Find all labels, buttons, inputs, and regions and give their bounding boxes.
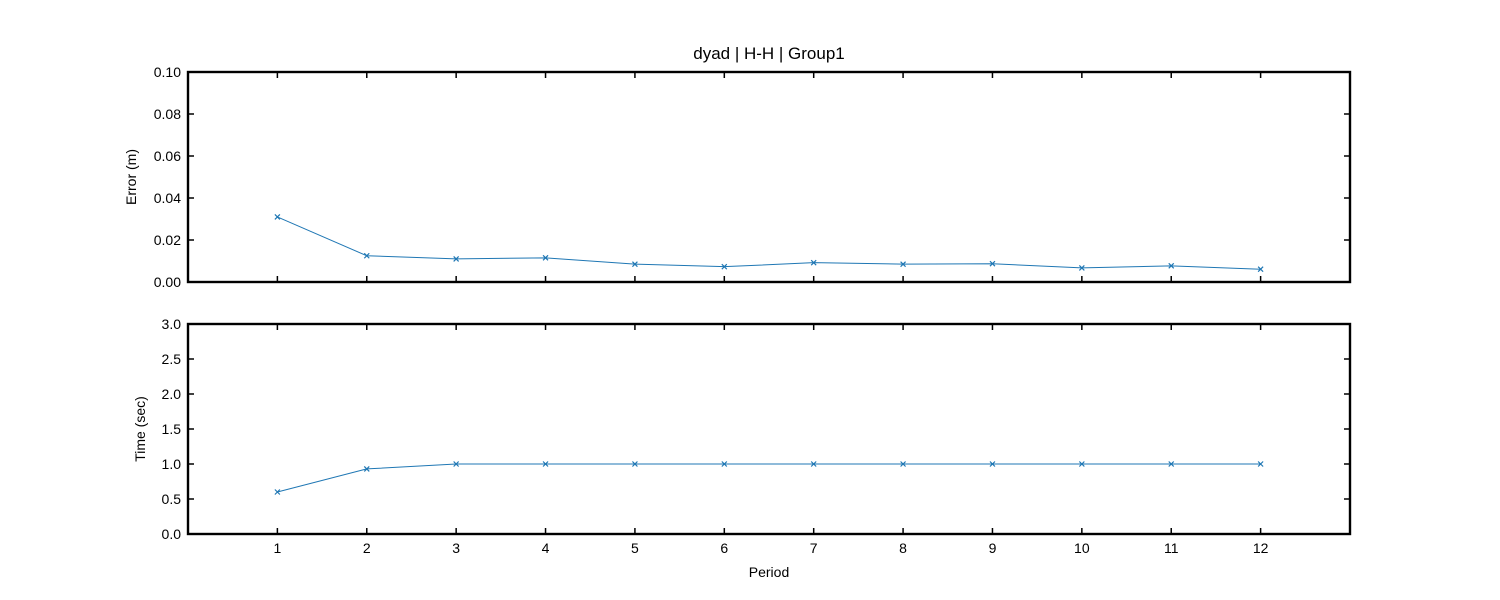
x-tick-label: 5 bbox=[631, 540, 639, 556]
time-data-point bbox=[989, 461, 996, 467]
time-data-point bbox=[1168, 461, 1175, 467]
time-panel-frame bbox=[186, 322, 1352, 536]
error-data-point bbox=[274, 213, 281, 220]
error-panel-marks: 0.00 0.02 0.04 0.06 0.08 0.10 bbox=[154, 64, 1350, 290]
x-tick-label: 4 bbox=[542, 540, 550, 556]
error-ytick-label: 0.02 bbox=[154, 232, 181, 248]
error-data-point bbox=[721, 263, 728, 270]
error-data-point bbox=[453, 255, 460, 262]
time-data-point bbox=[810, 461, 817, 467]
x-axis-label: Period bbox=[749, 564, 789, 580]
error-ytick-label: 0.08 bbox=[154, 106, 181, 122]
x-tick-label: 9 bbox=[989, 540, 997, 556]
error-ytick-label: 0.00 bbox=[154, 274, 181, 290]
error-data-point bbox=[900, 261, 907, 268]
x-tick-label: 10 bbox=[1074, 540, 1090, 556]
time-panel: 0.00.51.01.52.02.53.01 2 3 4 5 6 7 8 9 10 11 12 Tim… bbox=[132, 316, 1352, 556]
x-tick-label: 12 bbox=[1253, 540, 1269, 556]
error-ylabel: Error (m) bbox=[123, 149, 139, 205]
error-panel: 0.00 0.02 0.04 0.06 0.08 0.10 Error (m) bbox=[123, 64, 1352, 290]
time-ytick-label: 1.5 bbox=[162, 421, 182, 437]
x-tick-label: 7 bbox=[810, 540, 818, 556]
x-tick-label: 2 bbox=[363, 540, 371, 556]
time-data-point bbox=[1078, 461, 1085, 467]
time-ylabel: Time (sec) bbox=[132, 396, 148, 462]
time-ytick-label: 3.0 bbox=[162, 316, 182, 332]
time-ytick-label: 2.5 bbox=[162, 351, 182, 367]
error-data-point bbox=[542, 254, 549, 261]
time-data-point bbox=[274, 489, 281, 495]
error-data-point bbox=[1257, 266, 1264, 273]
error-data-point bbox=[810, 259, 817, 266]
time-ytick-label: 1.0 bbox=[162, 456, 182, 472]
x-tick-label: 11 bbox=[1164, 540, 1179, 556]
error-series-line bbox=[277, 216, 1261, 270]
error-data-point bbox=[631, 261, 638, 268]
error-ytick-label: 0.06 bbox=[154, 148, 181, 164]
error-data-point bbox=[1078, 265, 1085, 271]
time-series-line bbox=[277, 463, 1261, 493]
x-tick-label: 3 bbox=[452, 540, 460, 556]
x-tick-label: 8 bbox=[899, 540, 907, 556]
time-ytick-label: 0.0 bbox=[162, 526, 182, 542]
time-data-point bbox=[363, 465, 370, 472]
time-ytick-label: 2.0 bbox=[162, 386, 182, 402]
error-panel-frame bbox=[186, 70, 1352, 284]
time-data-point bbox=[631, 461, 638, 467]
time-data-point bbox=[721, 461, 728, 467]
error-data-point bbox=[1168, 262, 1175, 269]
time-data-point bbox=[542, 461, 549, 467]
error-ytick-label: 0.10 bbox=[154, 64, 181, 80]
time-panel-marks: 0.00.51.01.52.02.53.01 2 3 4 5 6 7 8 9 10 11 12 bbox=[162, 316, 1350, 556]
chart-title: dyad | H-H | Group1 bbox=[693, 44, 845, 63]
time-ytick-label: 0.5 bbox=[162, 491, 182, 507]
error-data-point bbox=[989, 260, 996, 267]
time-data-point bbox=[453, 461, 460, 467]
time-data-point bbox=[900, 461, 907, 467]
x-tick-label: 6 bbox=[720, 540, 728, 556]
error-data-point bbox=[363, 252, 370, 259]
time-data-point bbox=[1257, 461, 1264, 467]
x-tick-label: 1 bbox=[273, 540, 281, 556]
error-ytick-label: 0.04 bbox=[154, 190, 181, 206]
